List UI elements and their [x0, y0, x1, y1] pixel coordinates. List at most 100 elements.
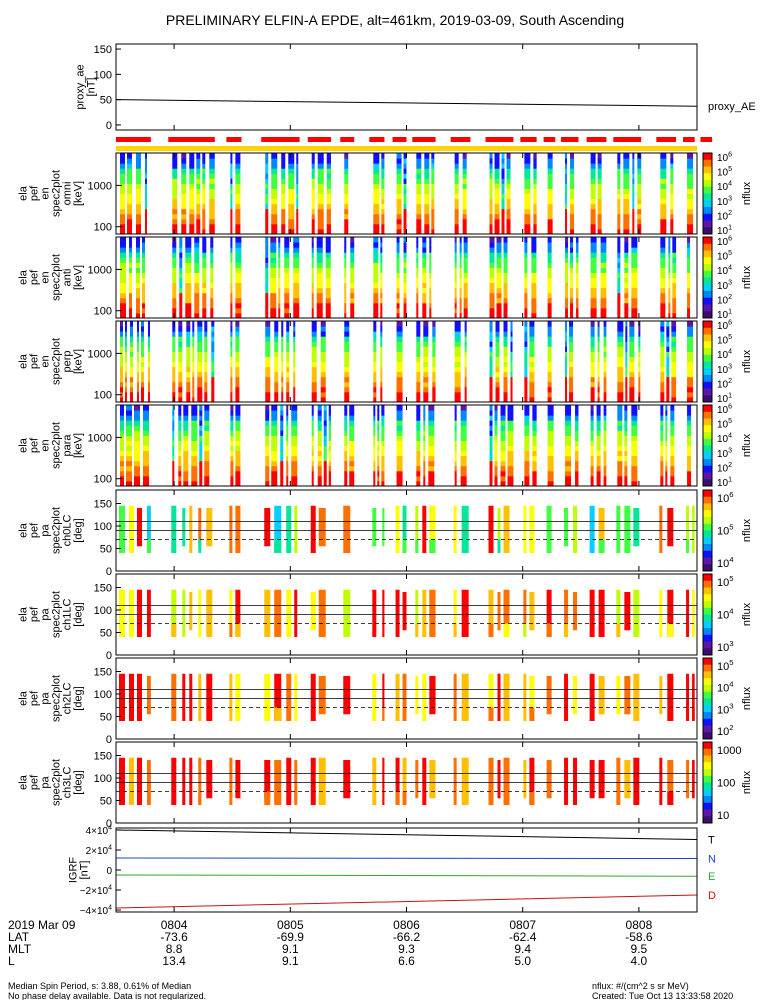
spectrogram-cell: [459, 287, 462, 294]
spectrogram-cell: [230, 158, 233, 164]
spectrogram-cell: [202, 163, 206, 169]
colorbar-cell: [703, 712, 712, 716]
spectrogram-cell: [489, 346, 493, 352]
spectrogram-cell: [396, 267, 400, 273]
spectrogram-cell: [373, 173, 380, 179]
spectrogram-cell: [533, 218, 537, 225]
spectrogram-cell: [597, 203, 602, 210]
spectrogram-cell: [265, 430, 270, 436]
spectrogram-cell: [590, 153, 596, 159]
spectrogram-cell: [373, 208, 380, 215]
spectrogram-cell: [396, 420, 403, 426]
spectrogram-cell: [291, 405, 298, 411]
spectrogram-cell: [230, 396, 233, 403]
spectrogram-cell: [204, 376, 208, 383]
spectrogram-cell: [423, 470, 426, 477]
colorbar-tick-label: 104: [717, 181, 732, 194]
spectrogram-cell: [396, 262, 400, 268]
spectrogram-cell: [672, 257, 677, 263]
spectrogram-cell: [293, 396, 296, 403]
spectrogram-cell: [172, 282, 177, 289]
spectrogram-cell: [416, 242, 419, 248]
spectrogram-cell: [197, 371, 203, 378]
ytick-label: 100: [94, 306, 112, 318]
spectrogram-cell: [230, 480, 234, 487]
spectrogram-cell: [432, 341, 436, 347]
spectrogram-cell: [431, 163, 435, 169]
spectrogram-cell: [524, 396, 528, 403]
spectrogram-cell: [179, 272, 183, 278]
spectrogram-column: [178, 405, 182, 487]
spectrogram-cell: [274, 321, 279, 327]
colorbar-cell: [703, 718, 712, 723]
spectrogram-column: [317, 153, 324, 235]
igrf-line-T: [115, 829, 698, 840]
spectrogram-cell: [172, 277, 177, 284]
spectrogram-cell: [547, 302, 552, 309]
spectrogram-cell: [328, 450, 331, 457]
spectrogram-cell: [632, 203, 635, 210]
spectrogram-cell: [373, 223, 380, 230]
colorbar-cell: [703, 547, 712, 552]
spectrogram-cell: [142, 262, 145, 268]
proxy-ae-ylabel-line: proxy_ae: [75, 64, 87, 109]
spectrogram-cell: [185, 307, 192, 314]
pa-column: [402, 505, 407, 553]
spectrogram-column: [460, 405, 467, 487]
spectrogram-cell: [202, 292, 207, 299]
spectrogram-cell: [575, 450, 579, 457]
spectrogram-cell: [454, 391, 461, 398]
spectrogram-cell: [565, 366, 568, 373]
spectrogram-cell: [377, 415, 380, 421]
spectrogram-cell: [429, 262, 432, 268]
pa-column: [264, 673, 271, 721]
spectrogram-cell: [590, 262, 597, 268]
spectrogram-cell: [265, 292, 269, 299]
spectrogram-cell: [142, 272, 145, 278]
spectrogram-cell: [130, 371, 133, 378]
spectrogram-cell: [344, 361, 350, 368]
spectrogram-cell: [459, 277, 462, 284]
colorbar-tick-label: 104: [717, 433, 732, 446]
colorbar-cell: [703, 301, 712, 305]
spectrogram-cell: [462, 213, 467, 220]
spectrogram-cell: [185, 252, 192, 258]
spectrogram-cell: [660, 386, 665, 393]
spectrogram-cell: [278, 297, 281, 304]
spectrogram-cell: [687, 336, 694, 342]
colorbar-cell: [703, 806, 712, 810]
pa_ch3-ylabel-line: pef: [29, 774, 41, 790]
spectrogram-cell: [325, 292, 331, 299]
spectrogram-cell: [687, 213, 694, 220]
spectrogram-cell: [533, 223, 537, 230]
spectrogram-cell: [629, 331, 635, 337]
pa-column: [235, 673, 241, 721]
spectrogram-cell: [507, 455, 514, 462]
spectrogram-cell: [660, 455, 664, 462]
x-tick-mlt: 8.8: [166, 942, 183, 956]
colorbar-cell: [703, 648, 712, 653]
spectrogram-cell: [373, 460, 376, 467]
spectrogram-cell: [209, 193, 215, 200]
spectrogram-cell: [373, 391, 377, 398]
spectrogram-cell: [603, 386, 607, 393]
spectrogram-cell: [172, 262, 177, 268]
spectrogram-cell: [506, 163, 511, 169]
spectrogram-cell: [624, 297, 629, 304]
spectrogram-cell: [617, 262, 621, 268]
spectrogram-cell: [617, 391, 624, 398]
igrf-line-D: [115, 894, 698, 909]
spectrogram-cell: [671, 371, 677, 378]
spectrogram-cell: [274, 326, 279, 332]
spin-gap-segment: [392, 137, 407, 142]
spectrogram-cell: [210, 257, 214, 263]
colorbar-cell: [703, 668, 712, 672]
spectrogram-cell: [565, 307, 569, 314]
spectrogram-cell: [317, 218, 324, 225]
spectrogram-cell: [199, 425, 203, 431]
colorbar-cell: [703, 354, 712, 359]
spectrogram-cell: [459, 282, 462, 289]
spectrogram-column: [202, 237, 207, 319]
spectrogram-cell: [617, 445, 623, 452]
spectrogram-cell: [293, 257, 300, 263]
